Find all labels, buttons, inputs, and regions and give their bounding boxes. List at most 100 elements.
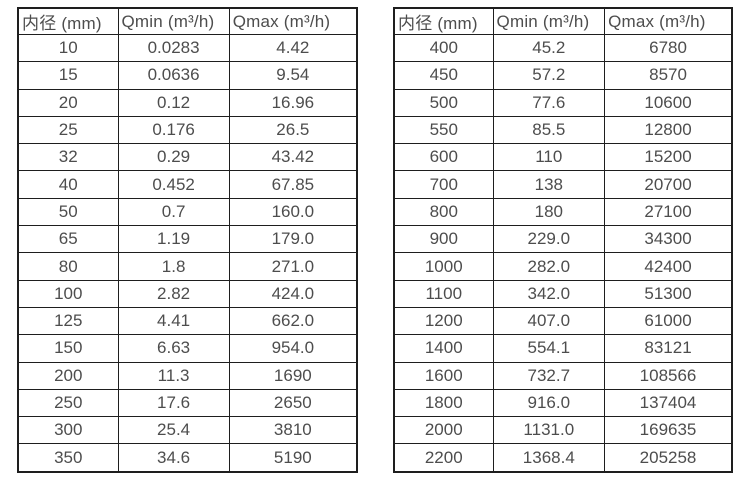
table-cell: 15200	[604, 143, 733, 172]
flow-spec-table-small-diameters: 内径 (mm) Qmin (m³/h) Qmax (m³/h) 10 0.0283 4.4…	[17, 7, 358, 473]
table-row: 500 77.6 10600	[393, 88, 733, 117]
table-row: 350 34.6 5190	[17, 443, 358, 473]
table-cell: 34.6	[117, 443, 230, 473]
table-cell: 45.2	[492, 33, 606, 63]
table-cell: 0.452	[117, 170, 230, 199]
table-cell: 11.3	[117, 361, 230, 390]
table-cell: 180	[492, 197, 606, 227]
table-cell: 0.7	[117, 197, 230, 227]
table-row: 80 1.8 271.0	[17, 252, 358, 281]
table-row: 65 1.19 179.0	[17, 225, 358, 254]
table-cell: 554.1	[492, 334, 606, 363]
table-cell: 282.0	[492, 252, 606, 281]
table-row: 1200 407.0 61000	[393, 306, 733, 336]
table-cell: 500	[393, 88, 494, 117]
table-cell: 85.5	[492, 115, 606, 145]
table-cell: 342.0	[492, 279, 606, 308]
table-row: 550 85.5 12800	[393, 115, 733, 145]
table-row: 900 229.0 34300	[393, 225, 733, 254]
table-cell: 50	[17, 197, 119, 227]
column-header: Qmin (m³/h)	[492, 7, 606, 35]
table-row: 400 45.2 6780	[393, 33, 733, 63]
table-cell: 5190	[228, 443, 358, 473]
table-row: 15 0.0636 9.54	[17, 61, 358, 90]
table-row: 50 0.7 160.0	[17, 197, 358, 227]
table-cell: 2650	[228, 388, 358, 418]
table-row: 10 0.0283 4.42	[17, 33, 358, 63]
table-row: 250 17.6 2650	[17, 388, 358, 418]
table-row: 1100 342.0 51300	[393, 279, 733, 308]
table-row: 150 6.63 954.0	[17, 334, 358, 363]
table-cell: 42400	[604, 252, 733, 281]
table-row: 700 138 20700	[393, 170, 733, 199]
table-cell: 1131.0	[492, 416, 606, 445]
column-header: Qmin (m³/h)	[117, 7, 230, 35]
table-row: 1000 282.0 42400	[393, 252, 733, 281]
table-cell: 2000	[393, 416, 494, 445]
table-row: 800 180 27100	[393, 197, 733, 227]
column-header: 内径 (mm)	[17, 7, 119, 35]
table-cell: 407.0	[492, 306, 606, 336]
table-cell: 3810	[228, 416, 358, 445]
table-cell: 26.5	[228, 115, 358, 145]
table-cell: 169635	[604, 416, 733, 445]
table-cell: 205258	[604, 443, 733, 473]
table-row: 300 25.4 3810	[17, 416, 358, 445]
column-header: Qmax (m³/h)	[228, 7, 358, 35]
table-cell: 125	[17, 306, 119, 336]
table-cell: 2200	[393, 443, 494, 473]
table-cell: 65	[17, 225, 119, 254]
table-cell: 32	[17, 143, 119, 172]
flow-spec-table-large-diameters: 内径 (mm) Qmin (m³/h) Qmax (m³/h) 400 45.2 6780…	[393, 7, 733, 473]
table-row: 1800 916.0 137404	[393, 388, 733, 418]
table-cell: 550	[393, 115, 494, 145]
table-row: 450 57.2 8570	[393, 61, 733, 90]
header-row: 内径 (mm) Qmin (m³/h) Qmax (m³/h)	[393, 7, 733, 35]
table-row: 2000 1131.0 169635	[393, 416, 733, 445]
table-cell: 77.6	[492, 88, 606, 117]
table-cell: 732.7	[492, 361, 606, 390]
table-cell: 179.0	[228, 225, 358, 254]
table-row: 2200 1368.4 205258	[393, 443, 733, 473]
table-cell: 34300	[604, 225, 733, 254]
table-cell: 662.0	[228, 306, 358, 336]
table-row: 40 0.452 67.85	[17, 170, 358, 199]
table-cell: 1400	[393, 334, 494, 363]
table-cell: 400	[393, 33, 494, 63]
column-header: 内径 (mm)	[393, 7, 494, 35]
table-cell: 9.54	[228, 61, 358, 90]
table-cell: 0.0283	[117, 33, 230, 63]
table-cell: 350	[17, 443, 119, 473]
table-cell: 450	[393, 61, 494, 90]
table-cell: 1000	[393, 252, 494, 281]
table-cell: 160.0	[228, 197, 358, 227]
header-row: 内径 (mm) Qmin (m³/h) Qmax (m³/h)	[17, 7, 358, 35]
column-header: Qmax (m³/h)	[604, 7, 733, 35]
table-cell: 1200	[393, 306, 494, 336]
table-cell: 900	[393, 225, 494, 254]
table-cell: 250	[17, 388, 119, 418]
table-cell: 8570	[604, 61, 733, 90]
table-cell: 150	[17, 334, 119, 363]
table-row: 1600 732.7 108566	[393, 361, 733, 390]
table-cell: 43.42	[228, 143, 358, 172]
table-cell: 25.4	[117, 416, 230, 445]
table-row: 100 2.82 424.0	[17, 279, 358, 308]
table-cell: 916.0	[492, 388, 606, 418]
table-cell: 1368.4	[492, 443, 606, 473]
table-cell: 0.176	[117, 115, 230, 145]
table-cell: 0.0636	[117, 61, 230, 90]
table-row: 25 0.176 26.5	[17, 115, 358, 145]
table-row: 125 4.41 662.0	[17, 306, 358, 336]
table-cell: 27100	[604, 197, 733, 227]
table-cell: 1600	[393, 361, 494, 390]
table-row: 32 0.29 43.42	[17, 143, 358, 172]
table-row: 600 110 15200	[393, 143, 733, 172]
table-cell: 1690	[228, 361, 358, 390]
table-cell: 137404	[604, 388, 733, 418]
table-cell: 1.8	[117, 252, 230, 281]
table-cell: 6780	[604, 33, 733, 63]
table-cell: 108566	[604, 361, 733, 390]
table-cell: 1.19	[117, 225, 230, 254]
table-cell: 20700	[604, 170, 733, 199]
